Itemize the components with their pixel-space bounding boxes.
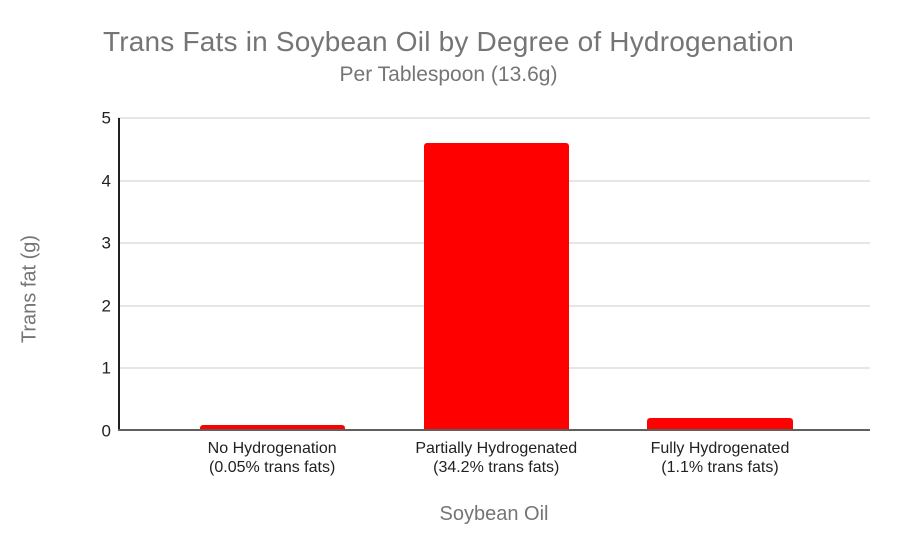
- y-axis-line: [118, 118, 120, 431]
- x-category-label: Fully Hydrogenated (1.1% trans fats): [651, 440, 790, 477]
- y-tick-label: 1: [101, 358, 111, 378]
- bar-3: [647, 418, 793, 431]
- x-category-label-line2: (0.05% trans fats): [209, 458, 336, 476]
- y-tick-label: 3: [101, 233, 111, 253]
- x-category-label-line2: (34.2% trans fats): [433, 458, 560, 476]
- x-category-label-line1: Partially Hydrogenated: [415, 440, 578, 457]
- y-tick-label: 2: [101, 296, 111, 316]
- bar-1: [199, 424, 345, 431]
- y-tick-label: 4: [101, 171, 111, 191]
- x-axis-title: Soybean Oil: [439, 503, 549, 525]
- x-category-label: Partially Hydrogenated (34.2% trans fats): [415, 440, 577, 477]
- x-axis-line: [118, 429, 870, 431]
- y-tick-label: 5: [101, 108, 111, 128]
- y-axis-labels: 0 1 2 3 4 5: [0, 110, 118, 440]
- bar-2: [423, 143, 569, 431]
- x-category-label: No Hydrogenation (0.05% trans fats): [208, 440, 337, 477]
- x-axis-labels: No Hydrogenation (0.05% trans fats) Partia…: [118, 440, 870, 480]
- y-tick-label: 0: [101, 421, 111, 441]
- x-category-label-line1: No Hydrogenation: [207, 440, 337, 457]
- plot-area: [118, 117, 870, 431]
- x-category-label-line1: Fully Hydrogenated: [650, 440, 790, 457]
- grid-line: [118, 117, 870, 119]
- chart-subtitle: Per Tablespoon (13.6g): [339, 63, 558, 86]
- chart-title: Trans Fats in Soybean Oil by Degree of H…: [102, 26, 795, 57]
- x-category-label-line2: (1.1% trans fats): [661, 458, 779, 476]
